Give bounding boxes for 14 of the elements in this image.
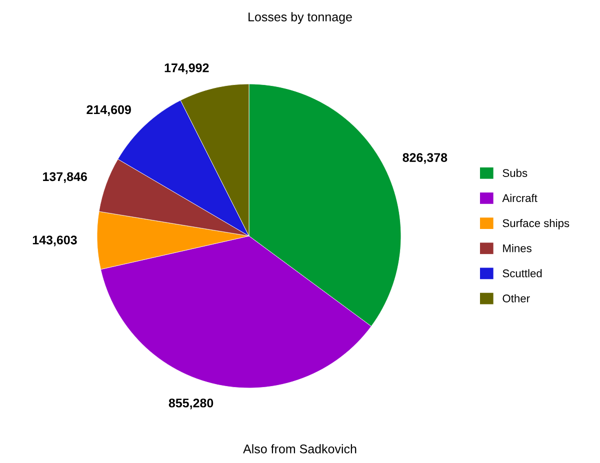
data-label: 855,280 bbox=[168, 398, 214, 410]
data-label: 137,846 bbox=[43, 172, 87, 183]
data-label: 143,603 bbox=[32, 236, 77, 246]
legend-label: Other bbox=[502, 294, 530, 302]
legend-label: Mines bbox=[503, 244, 532, 252]
legend-label: Subs bbox=[502, 168, 528, 177]
data-label: 214,609 bbox=[86, 105, 131, 116]
text: Also from Sadkovich bbox=[243, 444, 356, 454]
data-label: 826,378 bbox=[402, 153, 448, 164]
chart-title: Losses by tonnage bbox=[248, 12, 352, 24]
legend-label: Scuttled bbox=[502, 269, 542, 278]
legend-label: Surface ships bbox=[502, 218, 570, 230]
data-label: 174,992 bbox=[164, 63, 209, 74]
legend-label: Aircraft bbox=[502, 194, 538, 202]
